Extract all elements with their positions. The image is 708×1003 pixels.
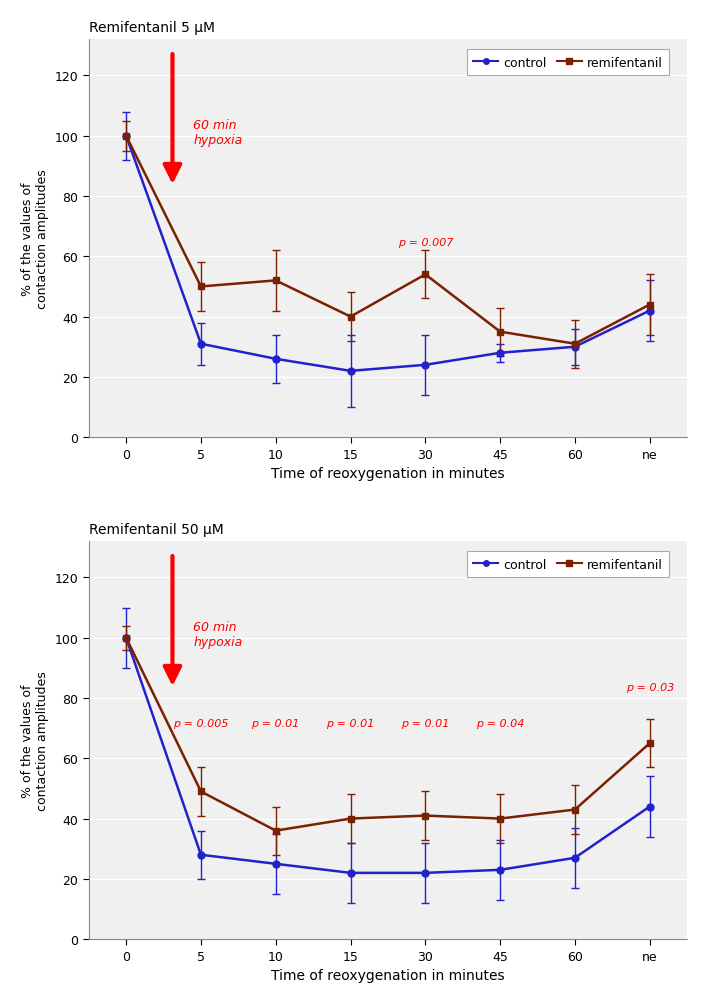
Legend: control, remifentanil: control, remifentanil: [467, 50, 669, 76]
Y-axis label: % of the values of
contaction amplitudes: % of the values of contaction amplitudes: [21, 170, 49, 309]
Text: 60 min
hypoxia: 60 min hypoxia: [193, 620, 243, 648]
X-axis label: Time of reoxygenation in minutes: Time of reoxygenation in minutes: [271, 466, 505, 480]
Text: 60 min
hypoxia: 60 min hypoxia: [193, 118, 243, 146]
Text: p = 0.005: p = 0.005: [173, 718, 229, 728]
Text: p = 0.01: p = 0.01: [401, 718, 450, 728]
X-axis label: Time of reoxygenation in minutes: Time of reoxygenation in minutes: [271, 968, 505, 982]
Text: Remifentanil 50 μM: Remifentanil 50 μM: [88, 523, 224, 537]
Text: p = 0.04: p = 0.04: [476, 718, 525, 728]
Text: p = 0.01: p = 0.01: [326, 718, 375, 728]
Text: p = 0.01: p = 0.01: [251, 718, 300, 728]
Legend: control, remifentanil: control, remifentanil: [467, 552, 669, 578]
Text: Remifentanil 5 μM: Remifentanil 5 μM: [88, 21, 215, 35]
Text: p = 0.03: p = 0.03: [626, 682, 674, 692]
Y-axis label: % of the values of
contaction amplitudes: % of the values of contaction amplitudes: [21, 671, 49, 810]
Text: p = 0.007: p = 0.007: [398, 238, 453, 248]
